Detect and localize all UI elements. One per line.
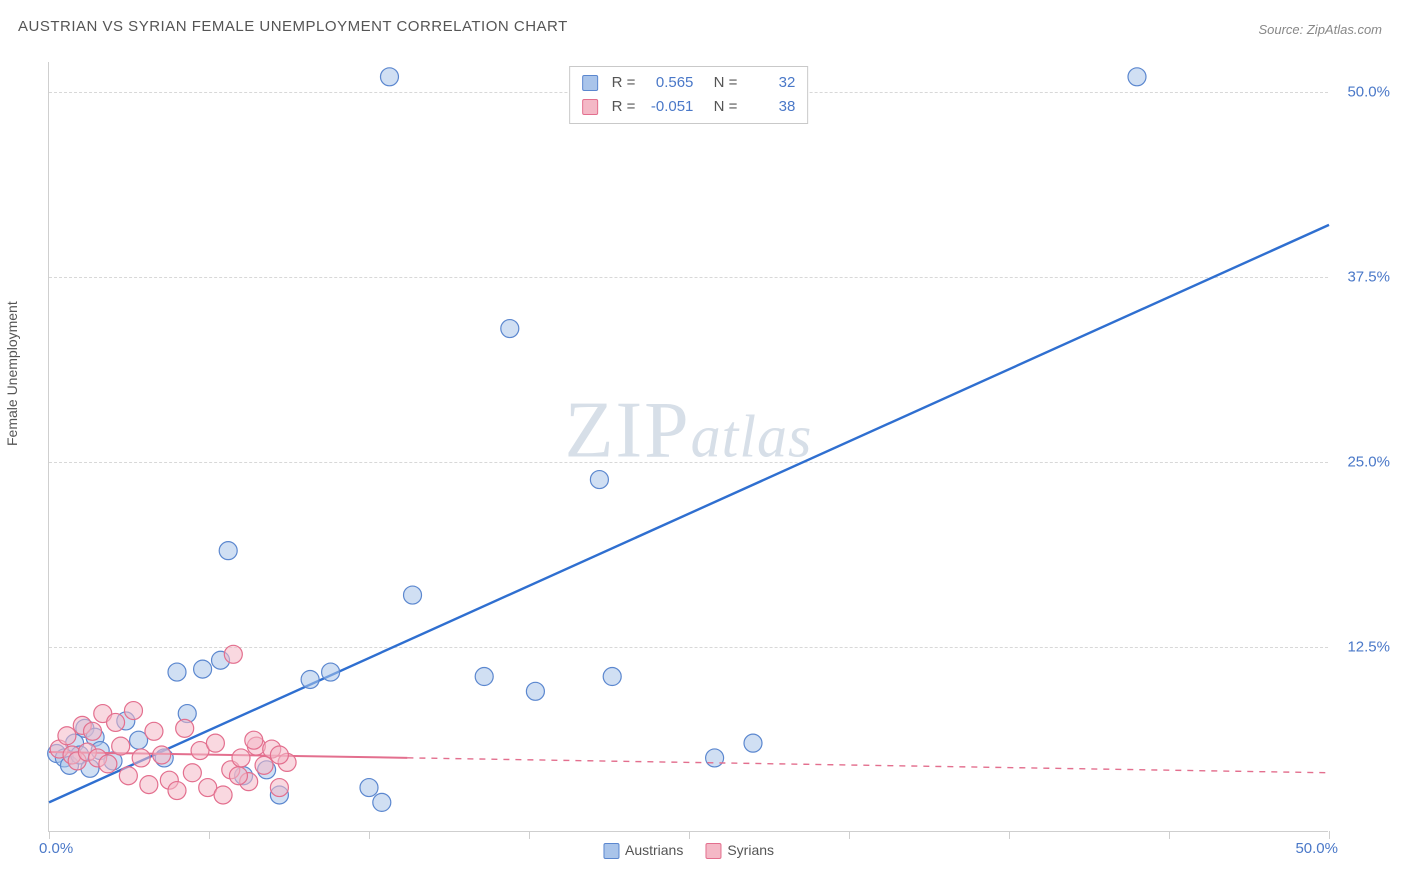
data-point-austrians xyxy=(380,68,398,86)
chart-svg xyxy=(49,62,1328,831)
r-value-austrians: 0.565 xyxy=(643,71,693,95)
x-axis-max-label: 50.0% xyxy=(1295,840,1338,857)
data-point-austrians xyxy=(706,749,724,767)
data-point-austrians xyxy=(744,734,762,752)
data-point-syrians xyxy=(183,764,201,782)
x-tick xyxy=(1009,831,1010,839)
y-tick-label: 12.5% xyxy=(1335,638,1390,655)
y-axis-label: Female Unemployment xyxy=(4,301,20,446)
x-axis-min-label: 0.0% xyxy=(39,840,73,857)
chart-title: AUSTRIAN VS SYRIAN FEMALE UNEMPLOYMENT C… xyxy=(18,18,568,35)
n-value-austrians: 32 xyxy=(745,71,795,95)
data-point-austrians xyxy=(301,670,319,688)
x-tick xyxy=(849,831,850,839)
correlation-legend: R = 0.565 N = 32 R = -0.051 N = 38 xyxy=(569,66,809,124)
n-value-syrians: 38 xyxy=(745,95,795,119)
x-tick xyxy=(209,831,210,839)
data-point-austrians xyxy=(526,682,544,700)
data-point-austrians xyxy=(501,320,519,338)
swatch-austrians xyxy=(603,843,619,859)
series-legend: Austrians Syrians xyxy=(603,842,774,859)
data-point-austrians xyxy=(219,542,237,560)
data-point-syrians xyxy=(107,713,125,731)
legend-row-austrians: R = 0.565 N = 32 xyxy=(582,71,796,95)
x-tick xyxy=(1329,831,1330,839)
data-point-syrians xyxy=(84,722,102,740)
data-point-syrians xyxy=(245,731,263,749)
r-label: R = xyxy=(612,95,636,119)
data-point-austrians xyxy=(590,471,608,489)
y-tick-label: 25.0% xyxy=(1335,453,1390,470)
data-point-syrians xyxy=(145,722,163,740)
data-point-syrians xyxy=(229,767,247,785)
data-point-syrians xyxy=(176,719,194,737)
data-point-syrians xyxy=(124,702,142,720)
data-point-austrians xyxy=(603,668,621,686)
x-tick xyxy=(369,831,370,839)
legend-item-syrians: Syrians xyxy=(705,842,774,859)
data-point-austrians xyxy=(360,779,378,797)
x-tick xyxy=(529,831,530,839)
x-tick xyxy=(1169,831,1170,839)
swatch-austrians xyxy=(582,75,598,91)
legend-label: Syrians xyxy=(727,842,774,858)
data-point-syrians xyxy=(168,782,186,800)
data-point-syrians xyxy=(119,767,137,785)
data-point-austrians xyxy=(373,793,391,811)
y-tick-label: 37.5% xyxy=(1335,268,1390,285)
data-point-syrians xyxy=(112,737,130,755)
x-tick xyxy=(689,831,690,839)
data-point-austrians xyxy=(194,660,212,678)
legend-label: Austrians xyxy=(625,842,683,858)
legend-row-syrians: R = -0.051 N = 38 xyxy=(582,95,796,119)
trendline-austrians xyxy=(49,225,1329,803)
data-point-syrians xyxy=(270,779,288,797)
trendline-dashed-syrians xyxy=(407,758,1329,773)
plot-area: ZIPatlas R = 0.565 N = 32 R = -0.051 N =… xyxy=(48,62,1328,832)
data-point-syrians xyxy=(224,645,242,663)
data-point-syrians xyxy=(206,734,224,752)
data-point-syrians xyxy=(270,746,288,764)
data-point-syrians xyxy=(232,749,250,767)
data-point-austrians xyxy=(1128,68,1146,86)
x-tick xyxy=(49,831,50,839)
r-label: R = xyxy=(612,71,636,95)
data-point-syrians xyxy=(58,727,76,745)
data-point-syrians xyxy=(214,786,232,804)
data-point-austrians xyxy=(475,668,493,686)
swatch-syrians xyxy=(705,843,721,859)
n-label: N = xyxy=(714,95,738,119)
legend-item-austrians: Austrians xyxy=(603,842,683,859)
data-point-austrians xyxy=(322,663,340,681)
data-point-austrians xyxy=(404,586,422,604)
data-point-syrians xyxy=(99,755,117,773)
y-tick-label: 50.0% xyxy=(1335,83,1390,100)
data-point-syrians xyxy=(140,776,158,794)
n-label: N = xyxy=(714,71,738,95)
r-value-syrians: -0.051 xyxy=(643,95,693,119)
swatch-syrians xyxy=(582,99,598,115)
data-point-syrians xyxy=(255,756,273,774)
data-point-syrians xyxy=(132,749,150,767)
data-point-austrians xyxy=(168,663,186,681)
data-point-syrians xyxy=(153,746,171,764)
source-attribution: Source: ZipAtlas.com xyxy=(1258,22,1382,37)
